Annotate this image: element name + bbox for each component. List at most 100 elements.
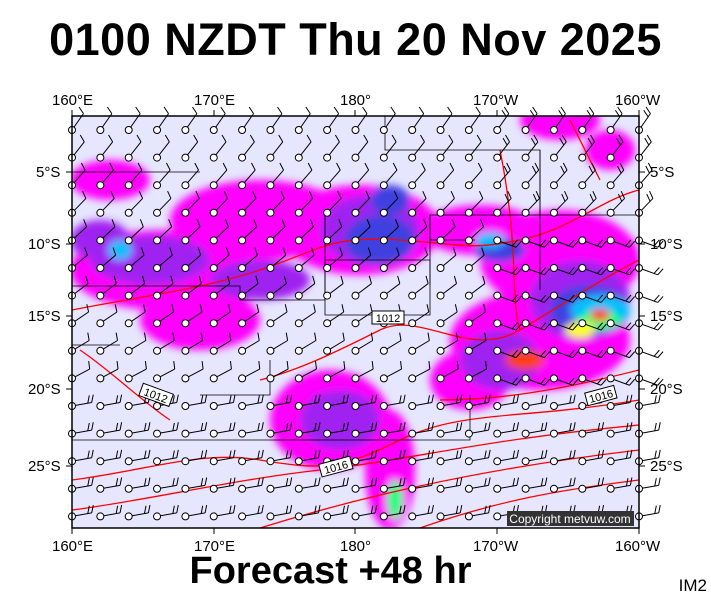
wind-barb: [351, 477, 378, 493]
wind-barb: [408, 190, 427, 217]
wind-barb: [209, 422, 236, 438]
wind-barb: [294, 332, 317, 355]
wind-barb: [124, 275, 146, 300]
wind-barb: [181, 134, 199, 162]
wind-barb: [181, 332, 204, 355]
lon-label-top: 180°: [340, 92, 372, 109]
lat-label-right: 20°S: [650, 381, 683, 398]
wind-barb: [464, 477, 491, 493]
wind-barb: [578, 264, 607, 276]
wind-barb: [124, 190, 144, 217]
wind-barb: [238, 477, 264, 493]
precip-area: [72, 160, 150, 200]
wind-barb: [549, 291, 579, 303]
wind-barb: [209, 134, 227, 162]
wind-barb: [578, 422, 605, 438]
wind-barb: [153, 477, 179, 493]
wind-barb: [266, 422, 293, 438]
wind-barb: [153, 304, 175, 328]
wind-barb: [96, 275, 117, 300]
wind-barb: [549, 346, 579, 359]
wind-barb: [153, 332, 175, 355]
wind-barb: [408, 422, 434, 438]
wind-barb: [323, 134, 340, 162]
wind-barb: [606, 236, 636, 248]
wind-barb: [153, 449, 179, 466]
wind-barb: [549, 319, 579, 331]
wind-barb: [493, 449, 519, 466]
wind-barb: [606, 449, 633, 466]
wind-barb: [153, 504, 179, 521]
wind-barb: [96, 162, 114, 190]
wind-barb: [96, 361, 119, 383]
wind-barb: [549, 264, 579, 276]
wind-barb: [238, 361, 261, 383]
wind-barb: [408, 361, 431, 383]
lat-label-right: 10°S: [650, 236, 683, 253]
wind-barb: [181, 504, 208, 521]
wind-barb: [521, 291, 551, 303]
wind-barb: [181, 394, 208, 410]
wind-barb: [436, 134, 454, 162]
wind-barb: [294, 394, 321, 410]
precip-area: [460, 330, 540, 390]
wind-barb: [323, 361, 346, 383]
wind-barb: [521, 319, 551, 331]
wind-barb: [578, 319, 607, 331]
wind-barb: [266, 162, 285, 190]
lon-label-bottom: 170°W: [473, 538, 519, 555]
wind-barb: [493, 346, 522, 359]
wind-barb: [323, 477, 349, 493]
wind-barb: [379, 275, 401, 300]
wind-barb: [549, 374, 579, 386]
wind-barb: [96, 134, 114, 162]
wind-barb: [209, 304, 231, 328]
wind-barb: [294, 247, 315, 272]
wind-barb: [209, 190, 229, 217]
wind-barb: [493, 394, 519, 410]
wind-barb: [464, 134, 482, 162]
lat-label-left: 20°S: [28, 381, 61, 398]
wind-barb: [266, 477, 293, 493]
wind-barb: [96, 219, 116, 245]
wind-barb: [351, 247, 372, 272]
wind-barb: [209, 361, 232, 383]
wind-barb: [96, 504, 123, 521]
wind-barb: [96, 247, 117, 272]
wind-barb: [379, 394, 406, 410]
wind-barb: [521, 236, 551, 248]
wind-barb: [578, 236, 607, 248]
wind-barb: [408, 332, 430, 355]
wind-barb: [266, 504, 293, 521]
wind-barb: [606, 346, 636, 359]
wind-barb: [124, 304, 146, 328]
wind-barb: [578, 449, 605, 466]
wind-barb: [578, 291, 607, 303]
precip-area: [590, 309, 610, 321]
wind-barb: [181, 477, 208, 493]
wind-barb: [408, 219, 428, 245]
svg-text:Copyright metvuw.com: Copyright metvuw.com: [509, 512, 630, 526]
wind-barb: [549, 477, 576, 493]
wind-barb: [549, 162, 568, 190]
wind-barb: [181, 449, 208, 466]
wind-barb: [124, 162, 143, 190]
wind-barb: [436, 422, 463, 438]
precip-area: [300, 390, 380, 450]
wind-barb: [266, 219, 286, 245]
wind-barb: [578, 346, 607, 359]
wind-barb: [578, 162, 596, 190]
wind-barb: [351, 361, 374, 383]
wind-barb: [266, 247, 287, 272]
wind-barb: [379, 504, 406, 521]
wind-barb: [549, 394, 576, 410]
image-id-label: IM2: [678, 576, 707, 595]
wind-barb: [408, 134, 425, 162]
wind-barb: [464, 190, 484, 217]
wind-barb: [408, 449, 434, 466]
wind-barb: [323, 162, 341, 190]
wind-barb: [124, 477, 151, 493]
wind-barb: [464, 504, 491, 521]
wind-barb: [68, 394, 94, 410]
lon-label-bottom: 160°W: [615, 538, 661, 555]
